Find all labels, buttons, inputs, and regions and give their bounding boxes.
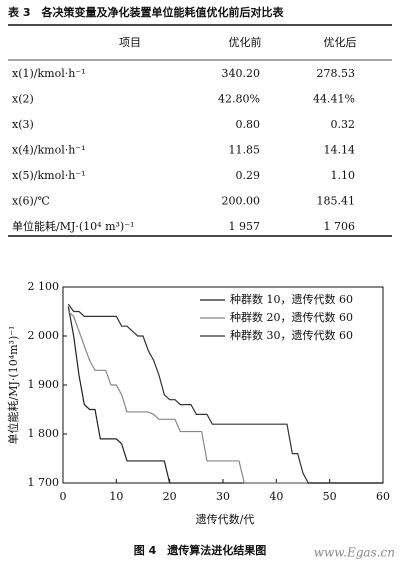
table-cell: x(6)/℃ [12,195,50,208]
x-tick-label: 0 [60,490,67,503]
x-axis-label: 遗传代数/代 [196,512,255,526]
figure-caption: 图 4 遗传算法进化结果图 [134,543,266,557]
x-tick-label: 10 [109,490,123,503]
table-cell: 0.32 [331,118,356,131]
table-cell: 278.53 [317,67,356,80]
legend-label: 种群数 20，遗传代数 60 [230,310,353,324]
x-tick-label: 60 [376,490,390,503]
table-cell: 14.14 [324,144,356,157]
table-caption: 表 3 各决策变量及净化装置单位能耗值优化前后对比表 [7,5,284,19]
table-cell: 1.10 [331,169,356,182]
table-cell: 340.20 [222,67,261,80]
y-tick-label: 1 900 [28,378,60,391]
legend-label: 种群数 10，遗传代数 60 [230,292,353,306]
table-cell: 200.00 [222,195,261,208]
table-header-cell: 优化前 [229,35,262,49]
x-tick-label: 50 [323,490,337,503]
x-tick-label: 20 [163,490,177,503]
x-tick-label: 30 [216,490,230,503]
y-tick-label: 2 100 [28,280,60,293]
y-tick-label: 1 700 [28,476,60,489]
table-cell: x(1)/kmol·h⁻¹ [12,67,86,80]
table-cell: x(3) [12,118,34,131]
legend-label: 种群数 30，遗传代数 60 [230,328,353,342]
table-cell: 185.41 [317,195,356,208]
y-axis-label: 单位能耗/MJ·(10⁴m³)⁻¹ [6,326,20,445]
table-cell: 单位能耗/MJ·(10⁴ m³)⁻¹ [12,219,134,233]
table-cell: x(5)/kmol·h⁻¹ [12,169,86,182]
table-header-cell: 优化后 [324,35,357,49]
table-cell: 42.80% [218,93,260,106]
table-cell: 1 957 [229,220,261,233]
table-cell: x(2) [12,93,34,106]
series-line [67,303,383,484]
y-tick-label: 1 800 [28,427,60,440]
table-cell: x(4)/kmol·h⁻¹ [12,144,86,157]
y-tick-label: 2 000 [28,329,60,342]
x-tick-label: 40 [269,490,283,503]
table-cell: 0.80 [236,118,261,131]
watermark: www.Egas.cn [314,546,395,560]
table-cell: 11.85 [229,144,261,157]
table-header-cell: 项目 [119,36,141,49]
table-cell: 44.41% [313,93,355,106]
table-cell: 1 706 [324,220,356,233]
table-cell: 0.29 [236,169,261,182]
